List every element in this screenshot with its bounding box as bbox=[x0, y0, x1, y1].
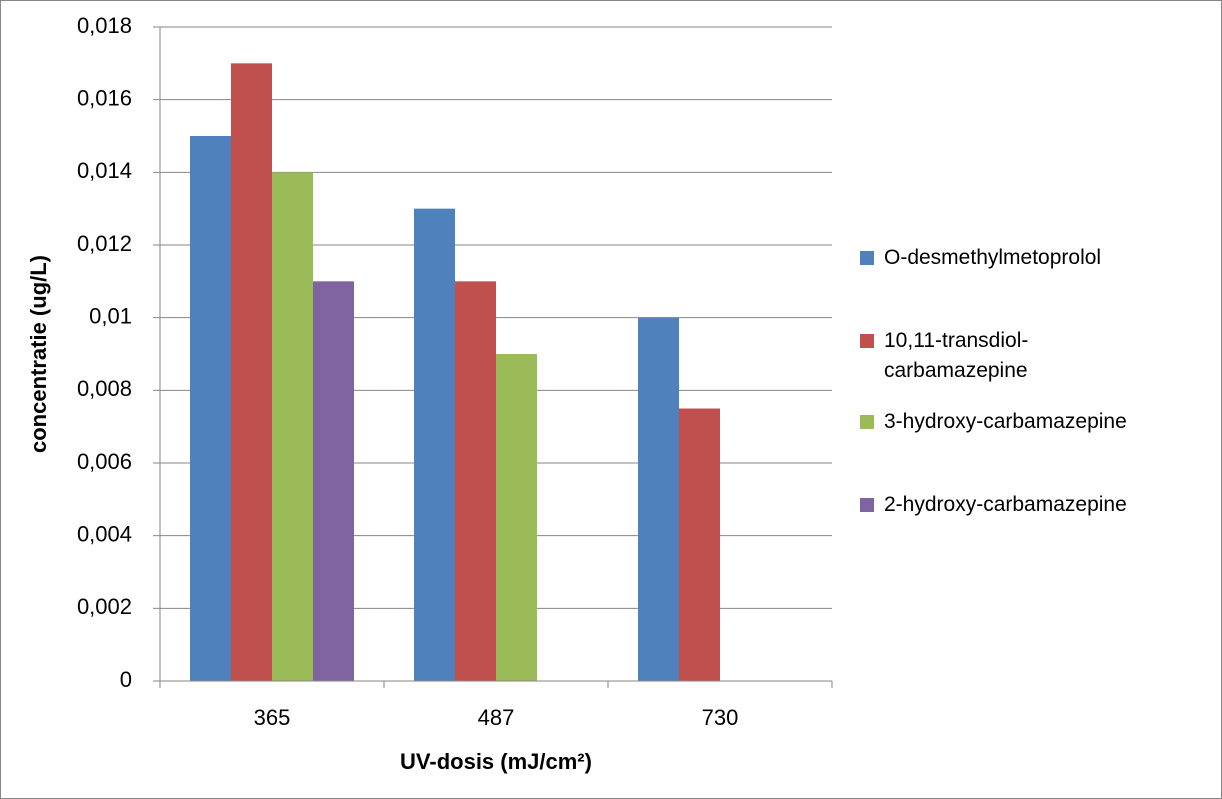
y-tick-label: 0,006 bbox=[77, 449, 132, 474]
x-tick-label: 487 bbox=[478, 705, 515, 730]
legend-label: 10,11-transdiol-carbamazepine bbox=[884, 329, 1029, 382]
legend-item: O-desmethylmetoprolol bbox=[860, 243, 1170, 273]
legend-item: 3-hydroxy-carbamazepine bbox=[860, 407, 1170, 437]
y-tick-label: 0,01 bbox=[89, 303, 132, 328]
legend-label: 3-hydroxy-carbamazepine bbox=[884, 410, 1127, 433]
bar bbox=[455, 281, 496, 681]
y-tick-label: 0,012 bbox=[77, 231, 132, 256]
bar bbox=[313, 281, 354, 681]
y-axis-title: concentratie (ug/L) bbox=[26, 255, 51, 453]
bar bbox=[414, 208, 455, 681]
y-tick-label: 0,002 bbox=[77, 594, 132, 619]
legend-label: O-desmethylmetoprolol bbox=[884, 246, 1102, 269]
bar bbox=[272, 172, 313, 682]
legend-item: 10,11-transdiol-carbamazepine bbox=[860, 326, 1170, 386]
legend-item: 2-hydroxy-carbamazepine bbox=[860, 490, 1170, 520]
bar bbox=[190, 136, 231, 681]
bar bbox=[679, 408, 720, 681]
y-tick-label: 0,004 bbox=[77, 521, 132, 546]
legend-swatch bbox=[860, 498, 874, 512]
y-tick-label: 0,018 bbox=[77, 13, 132, 38]
bar bbox=[638, 317, 679, 681]
legend-label: 2-hydroxy-carbamazepine bbox=[884, 493, 1127, 516]
x-axis-title: UV-dosis (mJ/cm²) bbox=[400, 749, 592, 774]
y-tick-label: 0,008 bbox=[77, 376, 132, 401]
legend-swatch bbox=[860, 251, 874, 265]
y-tick-label: 0 bbox=[120, 667, 132, 692]
bar bbox=[496, 354, 537, 681]
bar bbox=[231, 63, 272, 682]
x-tick-label: 365 bbox=[254, 705, 291, 730]
legend-swatch bbox=[860, 334, 874, 348]
legend-swatch bbox=[860, 415, 874, 429]
x-tick-label: 730 bbox=[702, 705, 739, 730]
y-tick-label: 0,016 bbox=[77, 85, 132, 110]
y-tick-label: 0,014 bbox=[77, 158, 132, 183]
